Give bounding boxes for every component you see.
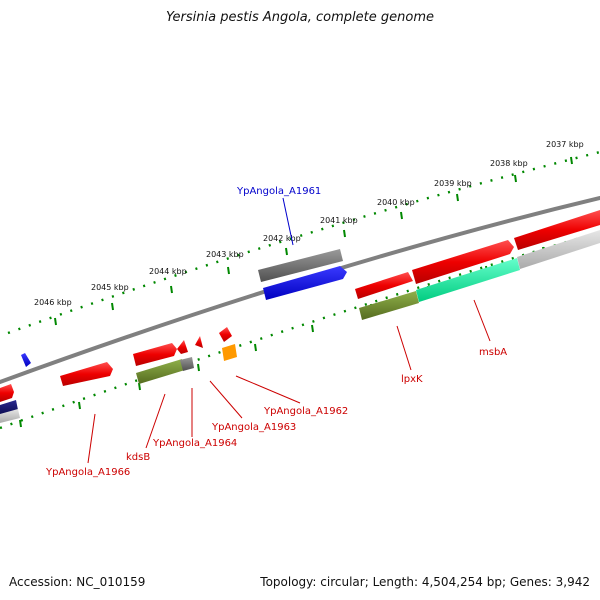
ruler-label: 2041 kbp: [320, 216, 358, 225]
ruler-major-tick: [54, 317, 57, 326]
cds-ypangola-a1964[interactable]: [177, 340, 188, 354]
accession-value: NC_010159: [76, 575, 146, 589]
ruler-label: 2044 kbp: [149, 267, 187, 276]
gene-msba[interactable]: [416, 258, 520, 302]
leader-kdsb: [145, 393, 166, 449]
ruler-major-tick: [285, 247, 288, 256]
cds-downstream[interactable]: [514, 210, 600, 250]
cds-ypangola-a1963[interactable]: [195, 336, 203, 348]
label-msba[interactable]: msbA: [479, 347, 507, 358]
topology-value: circular;: [320, 575, 369, 589]
ruler-major-tick: [311, 324, 314, 333]
ruler-major-tick: [343, 229, 346, 238]
ruler-major-tick: [254, 343, 257, 352]
outer-ruler: [7, 150, 600, 335]
genes-value: 3,942: [555, 575, 590, 589]
ruler-major-tick: [19, 419, 22, 428]
ruler-major-tick: [138, 382, 141, 391]
leader-ypangola-a1961: [282, 197, 294, 246]
label-ypangola-a1963[interactable]: YpAngola_A1963: [211, 422, 296, 433]
gene-lpxk[interactable]: [359, 291, 419, 320]
ruler-major-tick: [170, 285, 173, 294]
ruler-major-tick: [456, 193, 459, 202]
ruler-major-tick: [400, 211, 403, 220]
length-value: 4,504,254 bp;: [421, 575, 507, 589]
ruler-label: 2043 kbp: [206, 250, 244, 259]
label-ypangola-a1966[interactable]: YpAngola_A1966: [45, 467, 130, 478]
ruler-label: 2045 kbp: [91, 283, 129, 292]
leader-ypangola-a1963: [209, 380, 243, 419]
gene-downstream[interactable]: [517, 230, 600, 269]
ruler-label: 2039 kbp: [434, 179, 472, 188]
cds-ypangola-a1962[interactable]: [219, 327, 232, 342]
map-title: Yersinia pestis Angola, complete genome: [166, 10, 434, 25]
gene-kdsb-end[interactable]: [180, 357, 194, 371]
label-ypangola-a1962[interactable]: YpAngola_A1962: [263, 406, 348, 417]
label-ypangola-a1961[interactable]: YpAngola_A1961: [236, 186, 321, 197]
gray-feature[interactable]: [258, 249, 343, 282]
ruler-major-tick: [227, 266, 230, 275]
ruler-label: 2038 kbp: [490, 159, 528, 168]
orange-feature[interactable]: [222, 344, 237, 361]
leader-msba: [473, 299, 491, 342]
label-ypangola-a1964[interactable]: YpAngola_A1964: [152, 438, 237, 449]
gene-kdsb[interactable]: [136, 359, 185, 384]
genes-label: Genes:: [509, 575, 552, 589]
cds-lpxk[interactable]: [355, 272, 413, 299]
length-label: Length:: [372, 575, 419, 589]
genome-summary: Topology: circular; Length: 4,504,254 bp…: [260, 575, 590, 589]
gene-left-edge-gray[interactable]: [0, 409, 20, 423]
ruler-major-tick: [197, 363, 200, 372]
ruler-major-tick: [514, 174, 517, 183]
cds-ypangola-a1966[interactable]: [60, 362, 113, 386]
blue-feature-ypangola-a1961[interactable]: [263, 266, 347, 300]
label-lpxk[interactable]: lpxK: [401, 374, 423, 385]
ruler-major-tick: [570, 156, 573, 165]
topology-label: Topology:: [260, 575, 317, 589]
blue-arrow-feature[interactable]: [21, 353, 31, 367]
accession-label: Accession:: [9, 575, 73, 589]
ruler-label: 2040 kbp: [377, 198, 415, 207]
ruler-major-tick: [78, 401, 81, 410]
cds-left-edge[interactable]: [0, 384, 14, 402]
leader-lpxk: [396, 325, 412, 371]
leader-ypangola-a1962: [235, 375, 301, 404]
label-kdsb[interactable]: kdsB: [126, 452, 150, 463]
cds-msba[interactable]: [412, 240, 514, 284]
ruler-label: 2046 kbp: [34, 298, 72, 307]
ruler-label: 2037 kbp: [546, 140, 584, 149]
ruler-major-tick: [111, 302, 114, 311]
leader-ypangola-a1966: [87, 413, 96, 464]
cds-kdsb[interactable]: [133, 343, 177, 366]
ruler-label: 2042 kbp: [263, 234, 301, 243]
accession-info: Accession: NC_010159: [9, 575, 145, 589]
